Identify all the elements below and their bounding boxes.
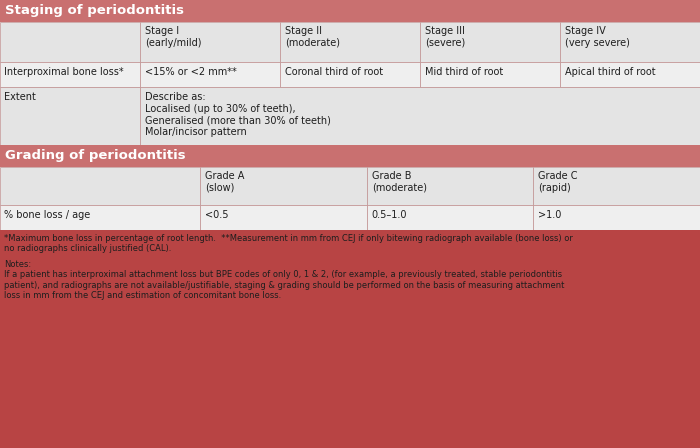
Bar: [0, 167, 200, 205]
Bar: [0, 145, 700, 167]
Text: % bone loss / age: % bone loss / age: [4, 210, 90, 220]
Text: Describe as:
Localised (up to 30% of teeth),
Generalised (more than 30% of teeth: Describe as: Localised (up to 30% of tee…: [145, 92, 331, 137]
Text: Stage I
(early/mild): Stage I (early/mild): [145, 26, 202, 47]
Bar: [560, 62, 700, 87]
Bar: [0, 0, 700, 22]
Bar: [280, 22, 420, 62]
Text: Stage II
(moderate): Stage II (moderate): [285, 26, 340, 47]
Text: <0.5: <0.5: [205, 210, 228, 220]
Bar: [367, 205, 533, 230]
Text: Stage III
(severe): Stage III (severe): [425, 26, 466, 47]
Bar: [200, 167, 367, 205]
Bar: [140, 22, 280, 62]
Text: Grade A
(slow): Grade A (slow): [205, 171, 244, 193]
Bar: [0, 87, 140, 145]
Text: Notes:
If a patient has interproximal attachment loss but BPE codes of only 0, 1: Notes: If a patient has interproximal at…: [4, 260, 564, 300]
Text: *Maximum bone loss in percentage of root length.  **Measurement in mm from CEJ i: *Maximum bone loss in percentage of root…: [4, 234, 573, 254]
Text: Stage IV
(very severe): Stage IV (very severe): [565, 26, 630, 47]
Text: Extent: Extent: [4, 92, 36, 102]
Bar: [420, 62, 560, 87]
Text: Interproximal bone loss*: Interproximal bone loss*: [4, 67, 124, 77]
Text: >1.0: >1.0: [538, 210, 561, 220]
Bar: [420, 22, 560, 62]
Bar: [0, 205, 200, 230]
Text: Apical third of root: Apical third of root: [565, 67, 656, 77]
Text: <15% or <2 mm**: <15% or <2 mm**: [145, 67, 237, 77]
Bar: [533, 205, 700, 230]
Bar: [140, 62, 280, 87]
Text: Staging of periodontitis: Staging of periodontitis: [5, 4, 184, 17]
Bar: [140, 87, 700, 145]
Text: Grading of periodontitis: Grading of periodontitis: [5, 149, 186, 162]
Text: Mid third of root: Mid third of root: [425, 67, 503, 77]
Bar: [0, 62, 140, 87]
Bar: [0, 230, 700, 448]
Bar: [200, 205, 367, 230]
Text: 0.5–1.0: 0.5–1.0: [372, 210, 407, 220]
Bar: [367, 167, 533, 205]
Bar: [533, 167, 700, 205]
Text: Grade C
(rapid): Grade C (rapid): [538, 171, 578, 193]
Bar: [280, 62, 420, 87]
Text: Coronal third of root: Coronal third of root: [285, 67, 383, 77]
Bar: [560, 22, 700, 62]
Text: Grade B
(moderate): Grade B (moderate): [372, 171, 427, 193]
Bar: [0, 22, 140, 62]
